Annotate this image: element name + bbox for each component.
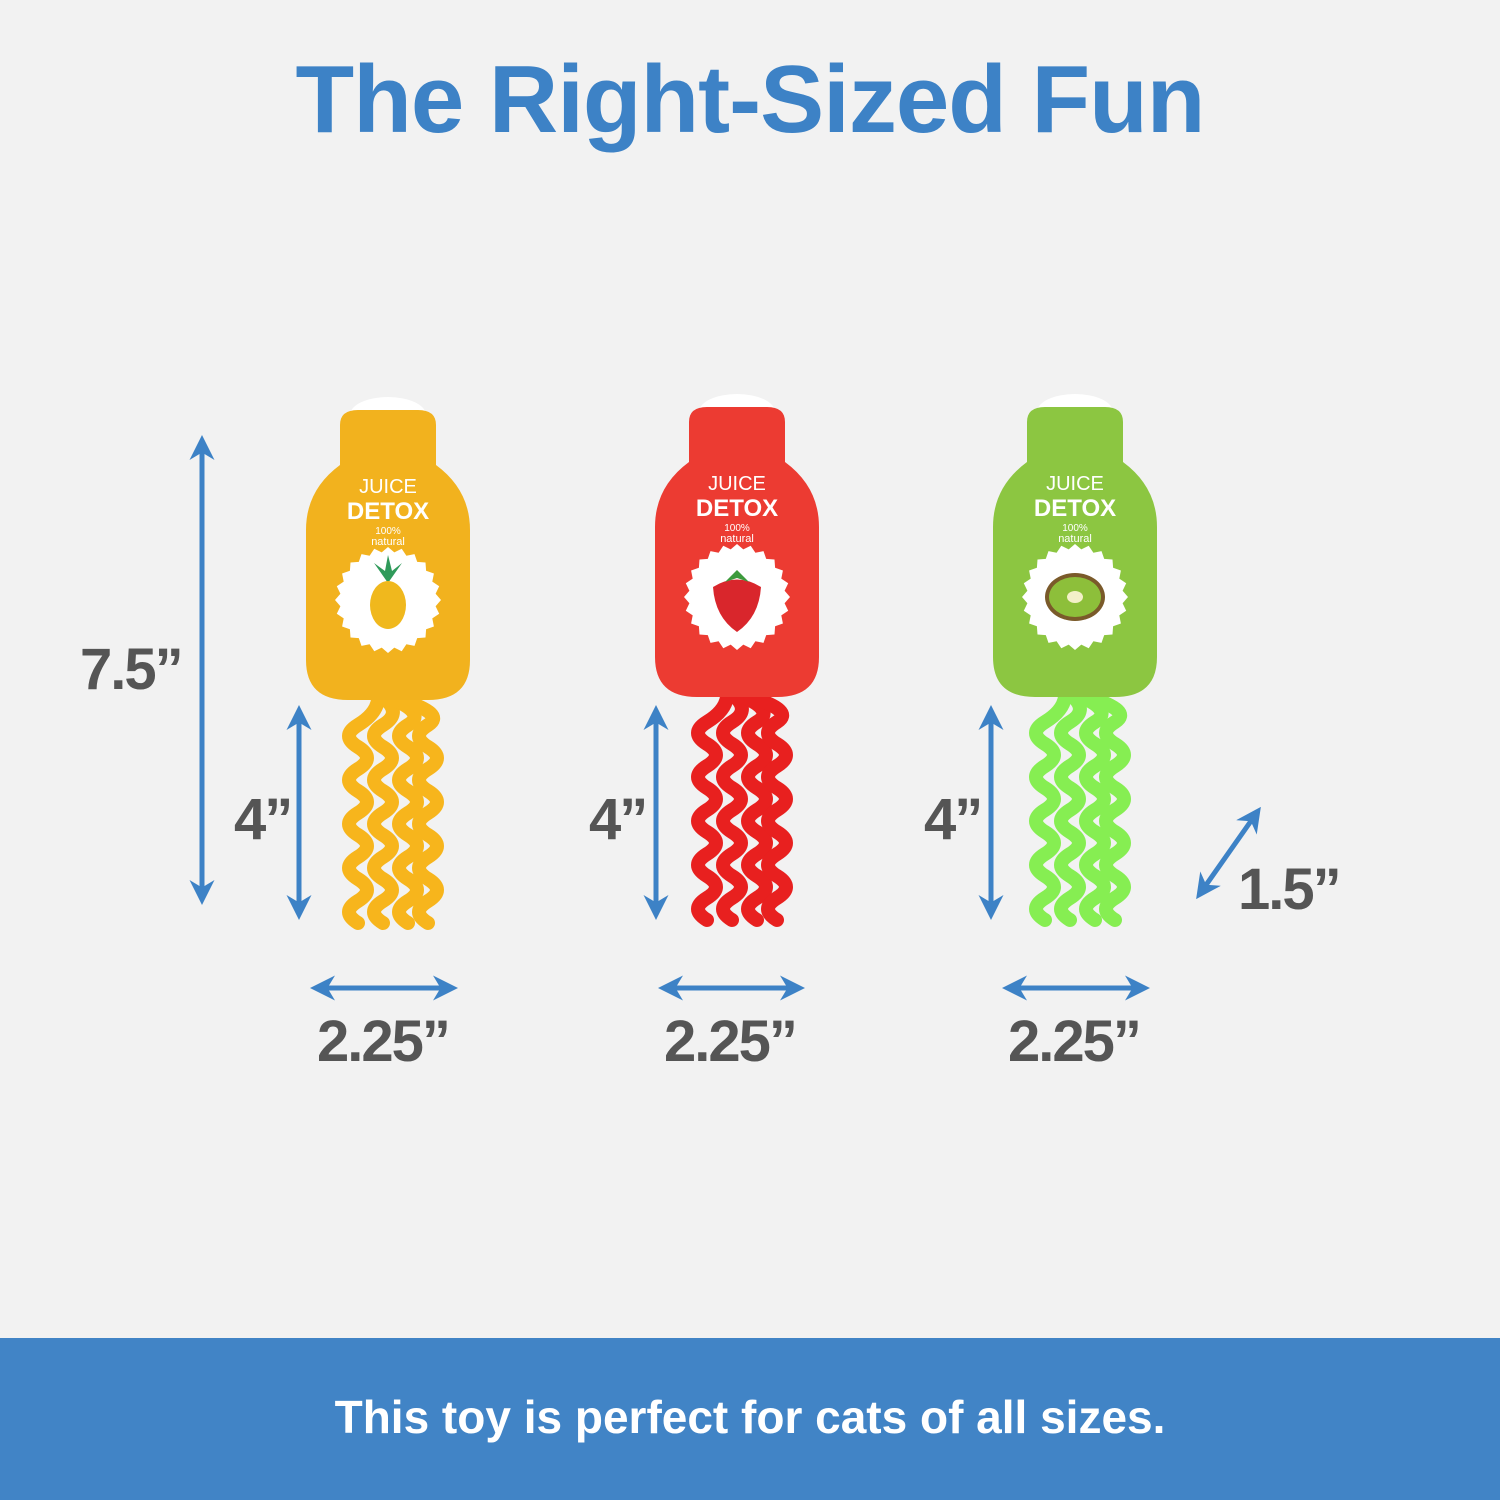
height-label: 7.5” (80, 637, 184, 702)
label-name: DETOX (347, 498, 429, 525)
label-brand: JUICE (359, 476, 417, 498)
ribbon-length-label-1: 4” (234, 787, 293, 852)
label-name: DETOX (696, 495, 778, 522)
width-label-3: 2.25” (1008, 1009, 1142, 1074)
product-illustration: JUICEDETOX100%naturalJUICEDETOX100%natur… (189, 394, 1261, 1001)
label-brand: JUICE (708, 473, 766, 495)
label-percent: 100% (724, 523, 750, 534)
width-label-2: 2.25” (664, 1009, 798, 1074)
footer-banner (0, 1338, 1500, 1500)
label-percent: 100% (1062, 523, 1088, 534)
width-label-1: 2.25” (317, 1009, 451, 1074)
strawberry-icon (684, 544, 790, 650)
page-title: The Right-Sized Fun (295, 46, 1206, 153)
ribbon-length-label-3: 4” (924, 787, 983, 852)
dimension-arrows (189, 435, 1261, 1001)
label-percent: 100% (375, 526, 401, 537)
ribbon-width-arrow (1196, 806, 1261, 900)
ribbon-curls (691, 690, 793, 927)
ribbon-length-label-2: 4” (589, 787, 648, 852)
footer-text: This toy is perfect for cats of all size… (334, 1391, 1166, 1443)
ribbon-curls (1029, 690, 1131, 927)
label-tagline: natural (720, 533, 754, 545)
kiwi-icon (1022, 544, 1128, 650)
ribbon-width-label: 1.5” (1238, 857, 1342, 922)
ribbon-curls (342, 693, 444, 930)
label-name: DETOX (1034, 495, 1116, 522)
label-tagline: natural (371, 536, 405, 548)
label-brand: JUICE (1046, 473, 1104, 495)
pineapple-icon (335, 547, 441, 653)
label-tagline: natural (1058, 533, 1092, 545)
